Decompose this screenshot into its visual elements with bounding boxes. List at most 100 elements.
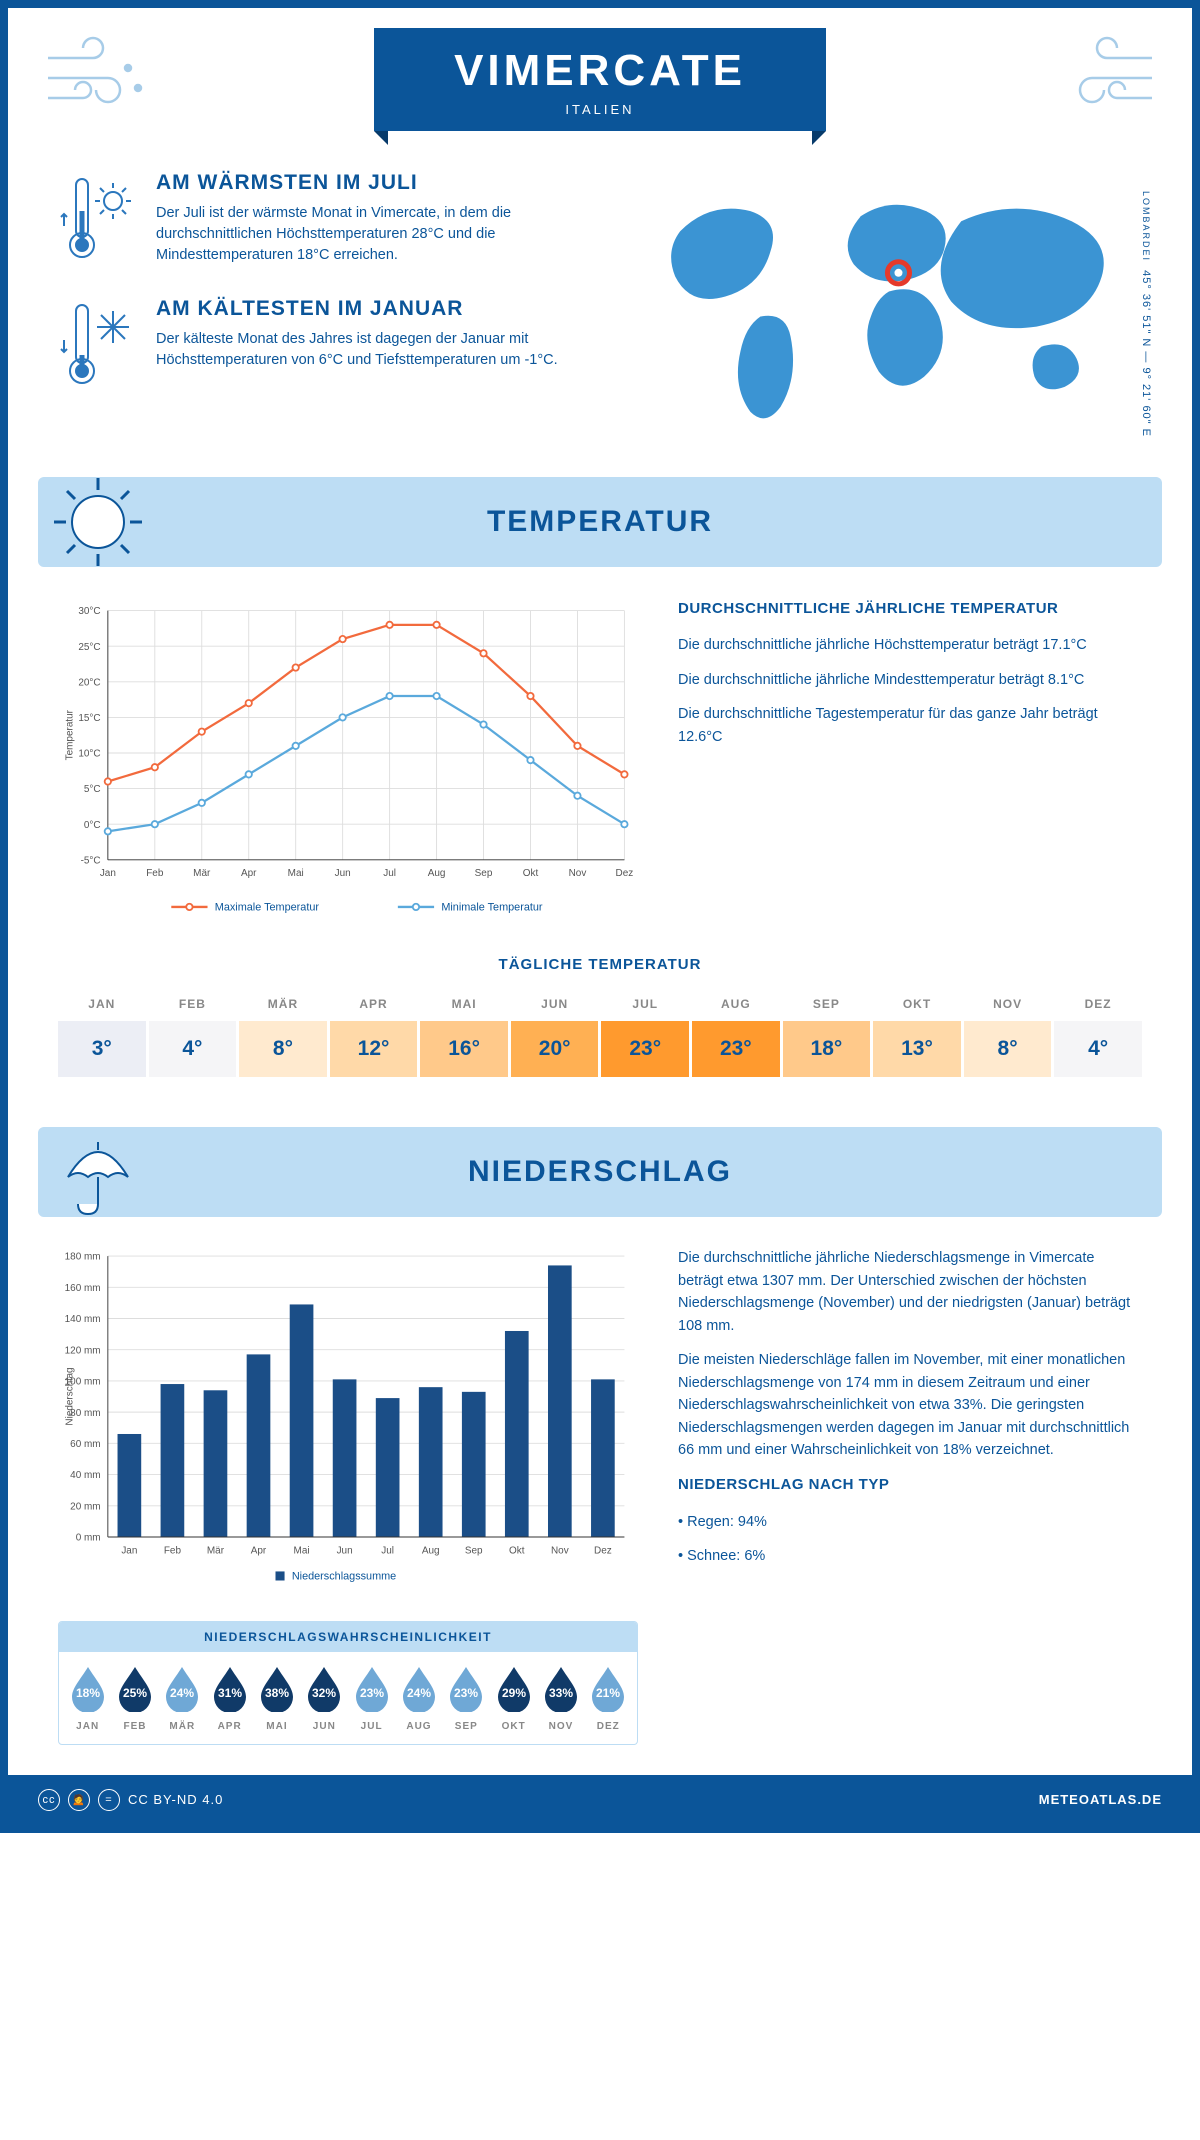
temp-cell: SEP 18° [783, 987, 871, 1077]
city-title: VIMERCATE [454, 46, 746, 96]
thermometer-snow-icon [58, 297, 138, 397]
svg-text:15°C: 15°C [78, 713, 100, 724]
temp-cell: DEZ 4° [1054, 987, 1142, 1077]
svg-text:10°C: 10°C [78, 749, 100, 760]
svg-text:38%: 38% [265, 1686, 289, 1700]
temp-cell: AUG 23° [692, 987, 780, 1077]
temp-cell: APR 12° [330, 987, 418, 1077]
umbrella-icon [48, 1122, 148, 1227]
section-title: NIEDERSCHLAG [38, 1155, 1162, 1189]
world-map [640, 171, 1142, 437]
svg-text:23%: 23% [454, 1686, 478, 1700]
svg-text:30°C: 30°C [78, 606, 100, 617]
header: VIMERCATE ITALIEN [8, 8, 1192, 141]
prob-drop: 29% OKT [491, 1664, 536, 1732]
svg-text:25%: 25% [123, 1686, 147, 1700]
prob-drop: 31% APR [207, 1664, 252, 1732]
svg-text:Sep: Sep [475, 868, 493, 879]
svg-text:40 mm: 40 mm [70, 1470, 100, 1481]
svg-text:60 mm: 60 mm [70, 1439, 100, 1450]
infographic-frame: VIMERCATE ITALIEN [0, 0, 1200, 1833]
section-title: TEMPERATUR [38, 505, 1162, 539]
precip-type-heading: NIEDERSCHLAG NACH TYP [678, 1473, 1142, 1496]
svg-text:5°C: 5°C [84, 784, 101, 795]
temp-cell: JUL 23° [601, 987, 689, 1077]
temp-cell: MAI 16° [420, 987, 508, 1077]
precipitation-bar-chart: 0 mm20 mm40 mm60 mm80 mm100 mm120 mm140 … [58, 1247, 638, 1591]
svg-text:Jul: Jul [381, 1546, 394, 1557]
country-subtitle: ITALIEN [454, 102, 746, 117]
warmest-text: Der Juli ist der wärmste Monat in Vimerc… [156, 203, 610, 266]
svg-text:160 mm: 160 mm [65, 1283, 101, 1294]
prob-drop: 23% JUL [349, 1664, 394, 1732]
svg-text:Mär: Mär [207, 1546, 225, 1557]
daily-temp-title: TÄGLICHE TEMPERATUR [58, 956, 1142, 973]
wind-icon [43, 33, 153, 123]
svg-text:Niederschlag: Niederschlag [65, 1368, 76, 1426]
section-header-precipitation: NIEDERSCHLAG [38, 1127, 1162, 1217]
temp-cell: OKT 13° [873, 987, 961, 1077]
svg-text:20°C: 20°C [78, 677, 100, 688]
coordinates: LOMBARDEI 45° 36' 51" N — 9° 21' 60" E [1140, 191, 1152, 437]
svg-text:0°C: 0°C [84, 820, 101, 831]
svg-text:23%: 23% [360, 1686, 384, 1700]
svg-text:32%: 32% [312, 1686, 336, 1700]
svg-text:Apr: Apr [241, 868, 257, 879]
svg-text:Jan: Jan [100, 868, 116, 879]
svg-text:Temperatur: Temperatur [65, 709, 76, 760]
prob-drop: 33% NOV [538, 1664, 583, 1732]
temp-cell: JUN 20° [511, 987, 599, 1077]
svg-text:Minimale Temperatur: Minimale Temperatur [441, 902, 543, 914]
svg-text:Feb: Feb [146, 868, 164, 879]
svg-text:Sep: Sep [465, 1546, 483, 1557]
svg-text:Niederschlagssumme: Niederschlagssumme [292, 1571, 396, 1583]
temp-cell: NOV 8° [964, 987, 1052, 1077]
prob-drop: 25% FEB [112, 1664, 157, 1732]
svg-text:24%: 24% [407, 1686, 431, 1700]
temp-cell: FEB 4° [149, 987, 237, 1077]
svg-text:Dez: Dez [594, 1546, 612, 1557]
warmest-title: AM WÄRMSTEN IM JULI [156, 171, 610, 195]
wind-icon [1047, 33, 1157, 123]
svg-text:18%: 18% [76, 1686, 100, 1700]
svg-text:Mai: Mai [294, 1546, 310, 1557]
coldest-fact: AM KÄLTESTEN IM JANUAR Der kälteste Mona… [58, 297, 610, 397]
svg-text:33%: 33% [549, 1686, 573, 1700]
warmest-fact: AM WÄRMSTEN IM JULI Der Juli ist der wär… [58, 171, 610, 271]
coldest-title: AM KÄLTESTEN IM JANUAR [156, 297, 610, 321]
svg-text:Feb: Feb [164, 1546, 182, 1557]
svg-text:Aug: Aug [422, 1546, 440, 1557]
temp-cell: MÄR 8° [239, 987, 327, 1077]
svg-text:180 mm: 180 mm [65, 1252, 101, 1263]
svg-text:24%: 24% [170, 1686, 194, 1700]
prob-drop: 24% AUG [396, 1664, 441, 1732]
svg-text:Apr: Apr [251, 1546, 267, 1557]
svg-text:Jan: Jan [121, 1546, 137, 1557]
temperature-summary: DURCHSCHNITTLICHE JÄHRLICHE TEMPERATUR D… [678, 597, 1142, 928]
svg-text:21%: 21% [596, 1686, 620, 1700]
sun-icon [48, 472, 148, 577]
svg-text:29%: 29% [502, 1686, 526, 1700]
svg-text:Nov: Nov [551, 1546, 569, 1557]
temp-cell: JAN 3° [58, 987, 146, 1077]
intro-section: AM WÄRMSTEN IM JULI Der Juli ist der wär… [8, 141, 1192, 457]
svg-text:Aug: Aug [428, 868, 446, 879]
svg-text:Jun: Jun [337, 1546, 353, 1557]
prob-drop: 32% JUN [302, 1664, 347, 1732]
svg-text:Nov: Nov [569, 868, 587, 879]
svg-text:Jul: Jul [383, 868, 396, 879]
temperature-line-chart: -5°C 0°C 5°C 10°C 15°C 20°C 25°C 30°C Jan Feb Mär A… [58, 597, 638, 928]
svg-text:-5°C: -5°C [81, 855, 101, 866]
prob-drop: 24% MÄR [160, 1664, 205, 1732]
prob-title: NIEDERSCHLAGSWAHRSCHEINLICHKEIT [59, 1622, 637, 1652]
svg-text:Okt: Okt [523, 868, 539, 879]
svg-text:Mär: Mär [193, 868, 211, 879]
thermometer-sun-icon [58, 171, 138, 271]
svg-text:25°C: 25°C [78, 642, 100, 653]
section-header-temperature: TEMPERATUR [38, 477, 1162, 567]
prob-drop: 18% JAN [65, 1664, 110, 1732]
by-icon: 🙍 [68, 1789, 90, 1811]
daily-temperature-table: JAN 3° FEB 4° MÄR 8° APR 12° MAI 16° JUN… [58, 987, 1142, 1077]
prob-drop: 23% SEP [444, 1664, 489, 1732]
svg-text:0 mm: 0 mm [76, 1533, 101, 1544]
